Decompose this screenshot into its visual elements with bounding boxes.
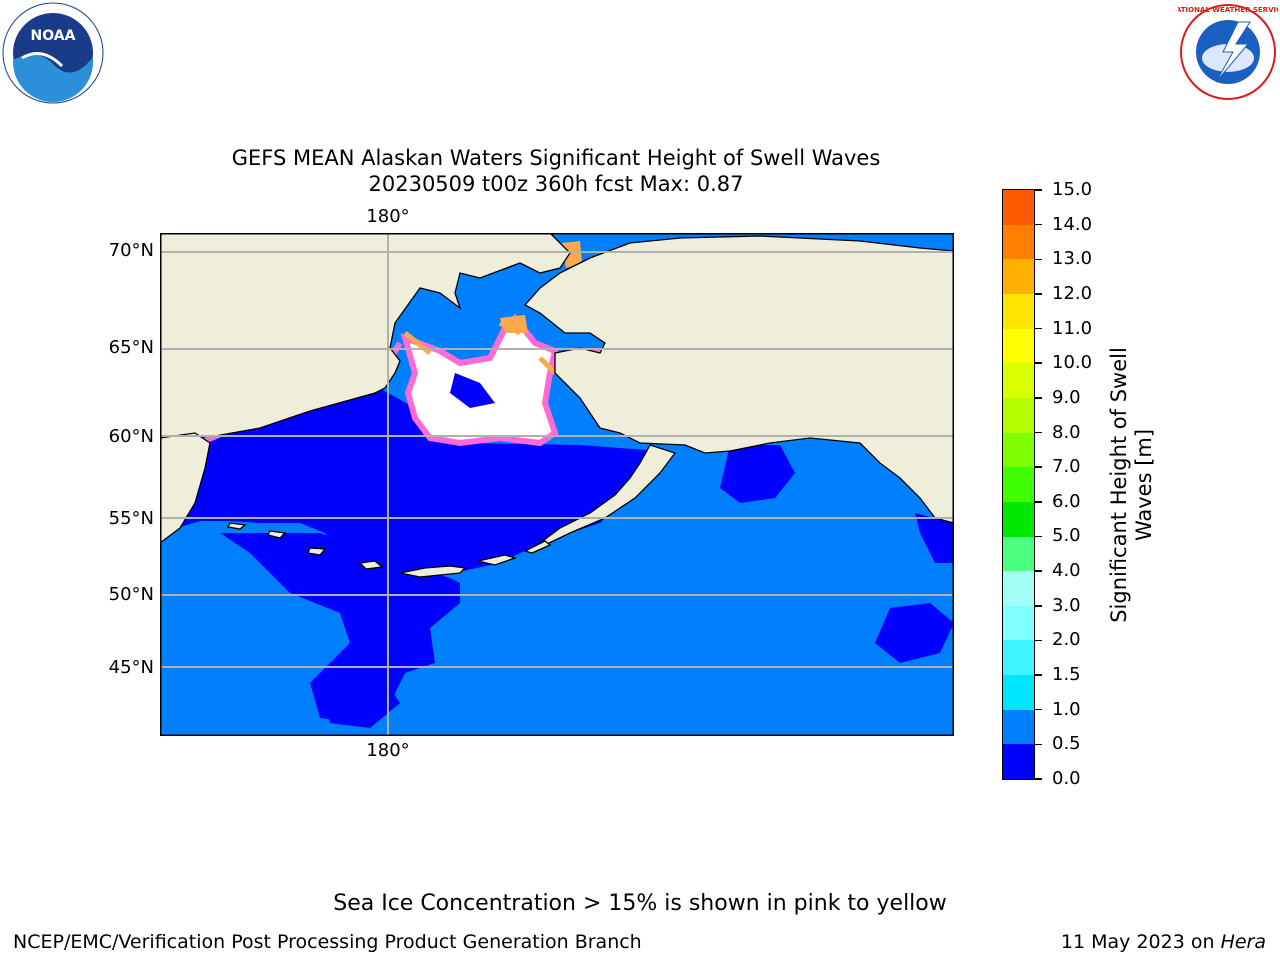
colorbar-tick-mark xyxy=(1035,708,1042,711)
colorbar-swatch xyxy=(1003,432,1034,468)
colorbar-tick-label: 0.0 xyxy=(1052,768,1081,789)
colorbar-label-line2: Waves [m] xyxy=(1132,428,1156,542)
colorbar-tick-mark xyxy=(1035,223,1042,226)
graticule xyxy=(160,233,954,736)
colorbar-tick-mark xyxy=(1035,778,1042,780)
lat-label-65: 65°N xyxy=(108,337,154,358)
colorbar-tick-mark xyxy=(1035,674,1042,676)
colorbar-label-line1: Significant Height of Swell xyxy=(1107,347,1131,623)
colorbar-tick-mark xyxy=(1035,570,1042,572)
colorbar-tick-label: 7.0 xyxy=(1052,456,1081,478)
map-frame xyxy=(160,233,954,736)
colorbar-swatch xyxy=(1003,397,1034,433)
colorbar-swatch xyxy=(1003,605,1034,641)
colorbar-tick-mark xyxy=(1035,258,1042,261)
colorbar-tick-mark xyxy=(1035,605,1042,607)
svg-text:NOAA: NOAA xyxy=(31,28,76,44)
colorbar-swatch xyxy=(1003,259,1034,295)
colorbar-tick-label: 13.0 xyxy=(1052,248,1093,270)
colorbar-tick-label: 12.0 xyxy=(1052,282,1093,304)
plot-subtitle: 20230509 t00z 360h fcst Max: 0.87 xyxy=(368,172,744,196)
colorbar-tick-label: 15.0 xyxy=(1052,179,1093,200)
footer-date: 11 May 2023 on Hera xyxy=(1061,931,1266,953)
colorbar-swatch xyxy=(1003,744,1034,779)
colorbar-tick-label: 10.0 xyxy=(1052,352,1093,374)
colorbar-tick-label: 1.0 xyxy=(1052,698,1081,720)
map-panel xyxy=(160,233,954,736)
colorbar-swatch xyxy=(1003,640,1034,676)
colorbar-tick-mark xyxy=(1035,397,1042,399)
colorbar-tick-mark xyxy=(1035,466,1042,468)
colorbar-tick-mark xyxy=(1035,293,1042,295)
footer-date-text: 11 May 2023 on xyxy=(1060,931,1221,953)
colorbar-label: Significant Height of Swell Waves [m] xyxy=(1103,190,1161,780)
lat-label-45: 45°N xyxy=(108,657,154,678)
lat-label-60: 60°N xyxy=(108,426,154,447)
plot-title: GEFS MEAN Alaskan Waters Significant Hei… xyxy=(231,146,881,170)
lon-label-top: 180° xyxy=(366,206,410,227)
colorbar-swatch xyxy=(1003,190,1034,225)
aleutian-islands xyxy=(227,522,552,578)
bering-sea-low-swell xyxy=(160,383,660,578)
land xyxy=(160,233,954,546)
colorbar-tick-label: 0.5 xyxy=(1052,733,1081,755)
colorbar-tick-mark xyxy=(1035,639,1042,642)
noaa-logo-icon: NOAA xyxy=(2,2,104,104)
colorbar-tick-mark xyxy=(1035,327,1042,330)
colorbar-tick-label: 6.0 xyxy=(1052,490,1081,512)
colorbar-swatch xyxy=(1003,328,1034,364)
footer-branch: NCEP/EMC/Verification Post Processing Pr… xyxy=(13,931,642,953)
colorbar-tick-mark xyxy=(1035,743,1042,746)
colorbar-tick-mark xyxy=(1035,431,1042,434)
colorbar-tick-mark xyxy=(1035,535,1042,538)
colorbar-tick-label: 9.0 xyxy=(1052,386,1081,408)
colorbar-tick-label: 5.0 xyxy=(1052,525,1081,547)
colorbar-tick-label: 4.0 xyxy=(1052,560,1081,582)
colorbar-swatch xyxy=(1003,536,1034,572)
lat-label-55: 55°N xyxy=(108,508,154,529)
lat-label-50: 50°N xyxy=(108,584,154,605)
colorbar-tick-mark xyxy=(1035,362,1042,364)
colorbar-tick-label: 14.0 xyxy=(1052,213,1093,235)
colorbar-tick-label: 11.0 xyxy=(1052,317,1093,339)
colorbar-swatch xyxy=(1003,675,1034,710)
sea-ice-note: Sea Ice Concentration > 15% is shown in … xyxy=(333,891,947,916)
colorbar-tick-label: 1.5 xyxy=(1052,664,1081,686)
nws-logo-icon: NATIONAL WEATHER SERVICE xyxy=(1170,2,1280,102)
svg-text:NATIONAL WEATHER SERVICE: NATIONAL WEATHER SERVICE xyxy=(1178,6,1278,14)
colorbar-swatch xyxy=(1003,294,1034,329)
colorbar xyxy=(1002,189,1035,780)
colorbar-tick-mark xyxy=(1035,189,1042,191)
colorbar-swatch xyxy=(1003,224,1034,260)
colorbar-tick-label: 3.0 xyxy=(1052,594,1081,616)
footer-host: Hera xyxy=(1220,931,1266,953)
colorbar-swatch xyxy=(1003,709,1034,745)
colorbar-swatch xyxy=(1003,467,1034,502)
colorbar-tick-label: 8.0 xyxy=(1052,421,1081,443)
colorbar-tick-label: 2.0 xyxy=(1052,629,1081,651)
colorbar-swatch xyxy=(1003,571,1034,606)
colorbar-swatch xyxy=(1003,501,1034,537)
lon-label-bottom: 180° xyxy=(366,740,410,761)
colorbar-tick-mark xyxy=(1035,501,1042,503)
colorbar-swatch xyxy=(1003,363,1034,398)
lat-label-70: 70°N xyxy=(108,240,154,261)
